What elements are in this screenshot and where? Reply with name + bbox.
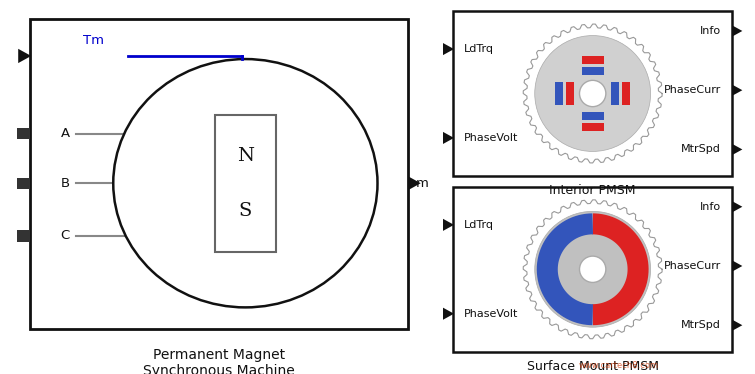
Text: Surface Mount PMSM: Surface Mount PMSM: [527, 360, 658, 373]
Ellipse shape: [113, 59, 378, 307]
Text: Interior PMSM: Interior PMSM: [550, 184, 636, 197]
Text: MtrSpd: MtrSpd: [681, 144, 721, 154]
Bar: [581, 112, 604, 120]
Polygon shape: [732, 84, 742, 96]
Bar: [581, 67, 604, 75]
Text: Info: Info: [700, 202, 721, 212]
Bar: [581, 56, 604, 64]
Bar: [566, 83, 575, 104]
Bar: [453, 187, 732, 352]
Polygon shape: [443, 219, 454, 231]
Bar: [17, 128, 30, 139]
Text: PhaseVolt: PhaseVolt: [464, 309, 519, 319]
Polygon shape: [443, 43, 454, 55]
Polygon shape: [443, 132, 454, 144]
Bar: [30, 19, 408, 329]
Text: Tm: Tm: [83, 34, 104, 47]
Circle shape: [535, 211, 651, 327]
Circle shape: [580, 256, 606, 282]
Polygon shape: [732, 25, 742, 37]
Polygon shape: [732, 319, 742, 331]
Polygon shape: [732, 201, 742, 213]
Bar: [622, 83, 630, 104]
Polygon shape: [732, 143, 742, 156]
Text: C: C: [60, 230, 69, 242]
Text: B: B: [60, 177, 69, 190]
Bar: [453, 11, 732, 176]
Bar: [215, 115, 276, 252]
Text: Info: Info: [700, 26, 721, 36]
Bar: [611, 83, 619, 104]
Circle shape: [535, 36, 651, 151]
Polygon shape: [732, 260, 742, 272]
Text: m: m: [415, 177, 428, 190]
Text: LdTrq: LdTrq: [464, 44, 495, 54]
Bar: [581, 123, 604, 131]
Polygon shape: [18, 49, 31, 63]
Text: PhaseVolt: PhaseVolt: [464, 133, 519, 143]
Text: www.cartech8.com: www.cartech8.com: [579, 361, 659, 370]
Circle shape: [580, 80, 606, 107]
Text: PhaseCurr: PhaseCurr: [664, 85, 721, 95]
Bar: [17, 230, 30, 242]
Text: LdTrq: LdTrq: [464, 220, 495, 230]
Text: PhaseCurr: PhaseCurr: [664, 261, 721, 271]
Bar: [556, 83, 563, 104]
Text: Permanent Magnet
Synchronous Machine: Permanent Magnet Synchronous Machine: [143, 348, 294, 374]
Polygon shape: [407, 175, 421, 191]
Text: MtrSpd: MtrSpd: [681, 320, 721, 330]
Text: A: A: [60, 127, 69, 140]
Text: S: S: [239, 202, 252, 220]
Bar: [17, 178, 30, 189]
Text: N: N: [237, 147, 254, 165]
Polygon shape: [443, 308, 454, 320]
